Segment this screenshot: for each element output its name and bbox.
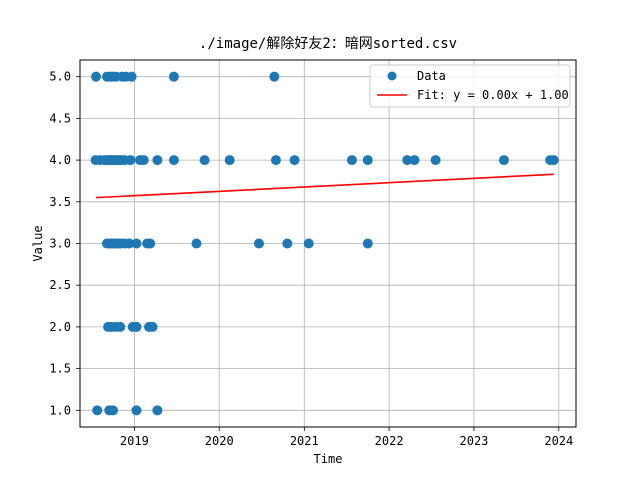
y-tick-label: 4.5 <box>49 111 71 125</box>
data-point <box>199 155 210 166</box>
data-point <box>191 238 202 249</box>
data-point <box>91 71 102 82</box>
chart-title: ./image/解除好友2：暗网sorted.csv <box>199 36 457 52</box>
data-point <box>430 155 441 166</box>
fit-line <box>95 173 554 199</box>
legend-box <box>369 64 571 108</box>
legend: Data Fit: y = 0.00x + 1.00 <box>369 64 571 108</box>
data-point <box>362 155 373 166</box>
data-point <box>115 321 126 332</box>
data-point <box>131 321 142 332</box>
fit-line-group <box>95 173 554 199</box>
x-tick-label: 2023 <box>460 434 489 448</box>
data-point <box>253 238 264 249</box>
x-tick-label: 2021 <box>290 434 319 448</box>
x-tick-label: 2020 <box>205 434 234 448</box>
data-point <box>92 405 103 416</box>
x-axis-label: Time <box>314 452 343 466</box>
y-ticks: 1.0 1.5 2.0 2.5 3.0 3.5 4.0 4.5 5.0 <box>49 70 80 417</box>
y-gridlines <box>80 76 576 411</box>
data-point <box>270 155 281 166</box>
x-ticks: 2019 2020 2021 2022 2023 2024 <box>120 427 573 448</box>
data-point <box>303 238 314 249</box>
legend-fit-label: Fit: y = 0.00x + 1.00 <box>417 88 569 102</box>
data-point <box>289 155 300 166</box>
data-point <box>409 155 420 166</box>
x-tick-label: 2022 <box>375 434 404 448</box>
data-point <box>362 238 373 249</box>
data-point <box>138 155 149 166</box>
data-point <box>346 155 357 166</box>
data-point <box>131 238 142 249</box>
y-tick-label: 3.5 <box>49 195 71 209</box>
y-tick-label: 1.0 <box>49 403 71 417</box>
data-point <box>498 155 509 166</box>
y-tick-label: 1.5 <box>49 362 71 376</box>
data-point <box>168 155 179 166</box>
y-tick-label: 2.5 <box>49 278 71 292</box>
data-point <box>131 405 142 416</box>
data-point <box>152 405 163 416</box>
data-point <box>145 238 156 249</box>
data-point <box>126 71 137 82</box>
y-axis-label: Value <box>31 225 45 261</box>
data-point <box>548 155 559 166</box>
y-tick-label: 5.0 <box>49 70 71 84</box>
data-point <box>224 155 235 166</box>
data-point <box>147 321 158 332</box>
y-tick-label: 3.0 <box>49 237 71 251</box>
data-point <box>124 238 135 249</box>
data-point <box>168 71 179 82</box>
data-point <box>108 405 119 416</box>
x-tick-label: 2024 <box>544 434 573 448</box>
data-point <box>269 71 280 82</box>
data-point <box>282 238 293 249</box>
data-point <box>152 155 163 166</box>
y-tick-label: 4.0 <box>49 153 71 167</box>
data-point <box>402 155 413 166</box>
x-tick-label: 2019 <box>120 434 149 448</box>
y-tick-label: 2.0 <box>49 320 71 334</box>
data-point <box>125 155 136 166</box>
legend-data-label: Data <box>417 69 446 83</box>
legend-data-marker <box>387 71 397 81</box>
scatter-points <box>90 71 559 416</box>
